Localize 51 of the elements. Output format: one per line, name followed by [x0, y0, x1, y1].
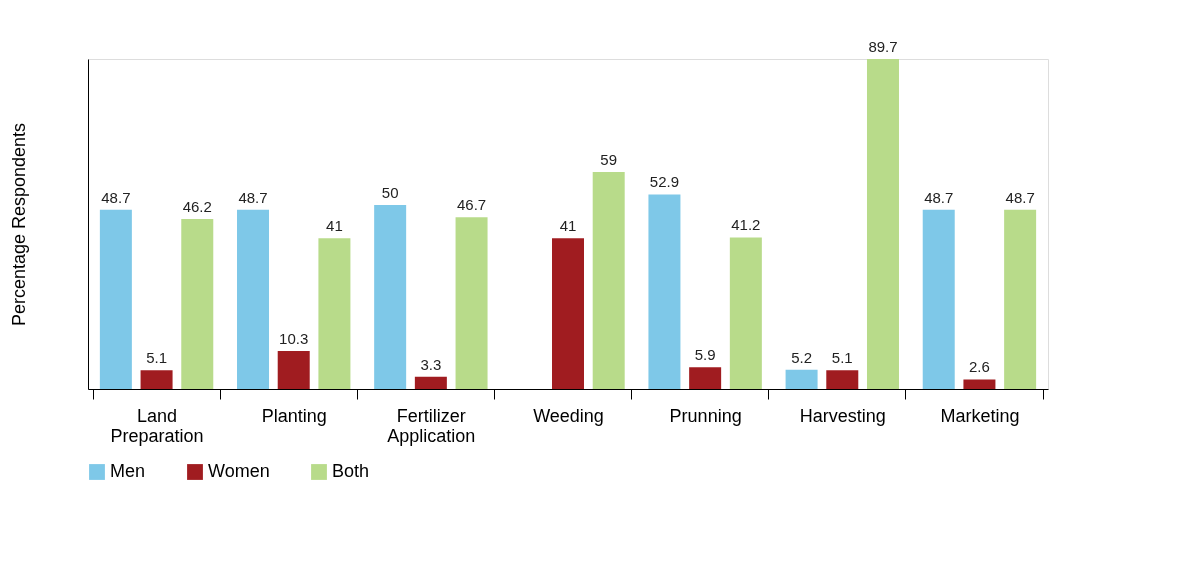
data-label: 48.7: [101, 188, 131, 206]
data-label: 41: [559, 217, 577, 235]
x-tick-label: Harvesting: [799, 405, 886, 426]
data-label: 2.6: [969, 358, 990, 376]
bar: [237, 209, 270, 389]
bar: [455, 217, 488, 389]
bar: [922, 209, 955, 389]
bar: [963, 379, 996, 389]
y-axis-title: Percentage Respondents: [8, 122, 29, 327]
legend-label: Both: [332, 461, 370, 481]
x-tick-label: Prunning: [669, 405, 742, 426]
data-label: 48.7: [924, 188, 954, 206]
bar: [866, 59, 899, 389]
data-label: 3.3: [420, 355, 442, 373]
legend-label: Women: [208, 461, 270, 481]
bar: [277, 351, 310, 389]
data-label: 5.9: [694, 346, 716, 364]
bar: [648, 194, 681, 389]
data-label: 50: [381, 184, 399, 202]
bar: [592, 171, 625, 389]
bar: [414, 376, 447, 389]
data-label: 10.3: [279, 330, 309, 348]
data-label: 48.7: [1005, 188, 1035, 206]
bar: [729, 237, 762, 389]
x-tick-label: Land Preparation: [110, 405, 204, 446]
data-label: 46.7: [456, 196, 487, 214]
bar: [552, 238, 584, 389]
x-tick-label: Planting: [261, 405, 327, 426]
data-label: 5.2: [791, 348, 813, 366]
data-label: 52.9: [649, 173, 680, 191]
data-label: 59: [600, 150, 618, 168]
bar: [689, 367, 722, 389]
x-tick-label: Weeding: [533, 405, 604, 426]
data-label: 89.7: [868, 38, 898, 55]
x-tick-label: Fertilizer Application: [387, 405, 476, 446]
data-label: 5.1: [831, 349, 853, 367]
bar: [99, 209, 132, 389]
data-label: 41.2: [731, 216, 761, 234]
bar: [318, 238, 351, 389]
bar: [140, 370, 173, 389]
x-tick-label: Marketing: [940, 405, 1020, 426]
bar: [1004, 209, 1037, 389]
data-label: 48.7: [238, 188, 268, 206]
legend-label: Men: [110, 461, 146, 481]
bar: [826, 370, 859, 389]
data-label: 46.2: [182, 198, 212, 216]
bar: [374, 205, 407, 389]
bar: [181, 219, 214, 389]
data-label: 5.1: [146, 349, 167, 367]
data-label: 41: [326, 217, 343, 235]
bar: [785, 369, 818, 389]
